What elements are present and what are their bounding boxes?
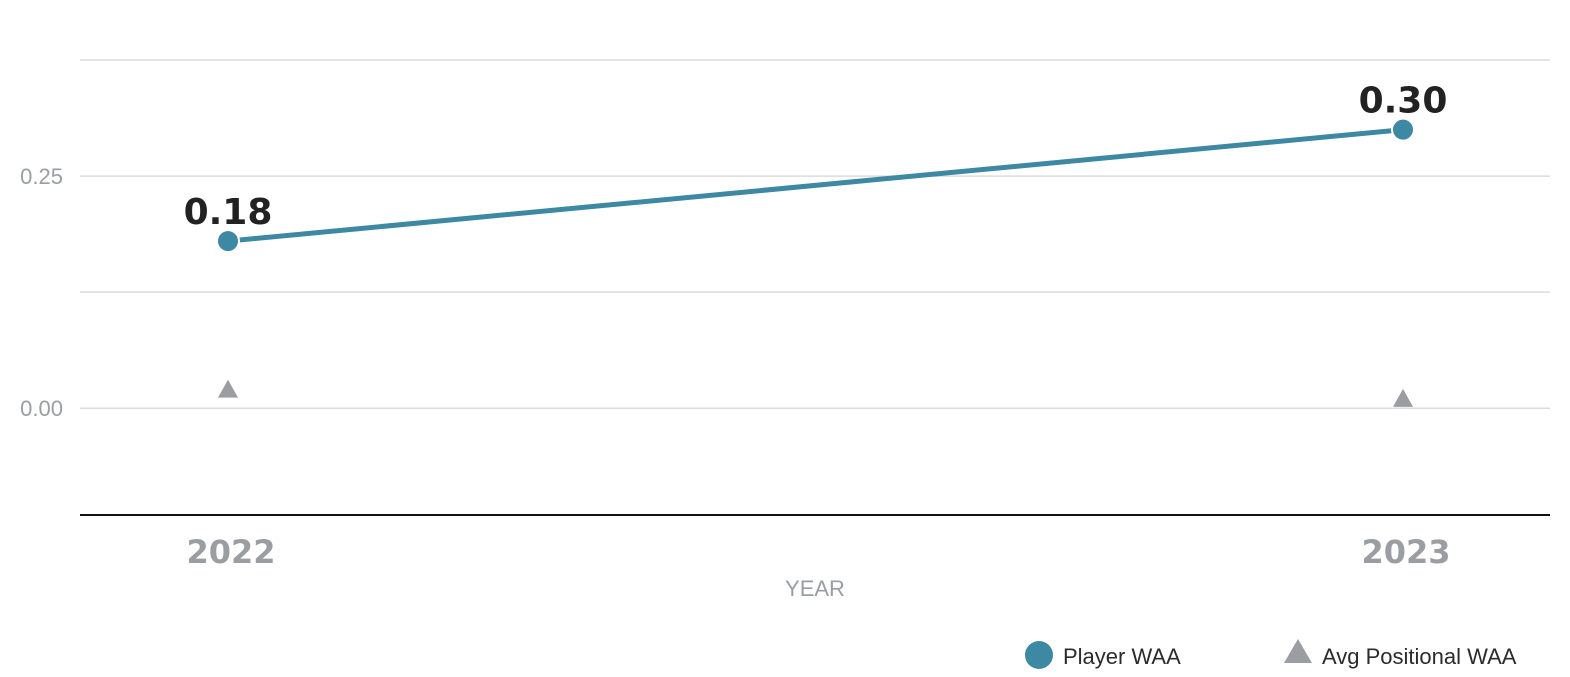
- series-circle: 0.18 0.30: [184, 81, 1448, 254]
- data-point-triangle: [218, 379, 238, 398]
- legend-item: Avg Positional WAA: [1284, 639, 1517, 669]
- data-point-circle: [1391, 117, 1415, 142]
- x-axis-label: YEAR: [785, 576, 845, 601]
- y-axis-ticks: 0.00 0.25: [20, 164, 63, 421]
- legend-label: Avg Positional WAA: [1322, 644, 1517, 669]
- x-tick-label: 2023: [1361, 533, 1450, 571]
- legend-label: Player WAA: [1063, 644, 1181, 669]
- x-tick-label: 2022: [186, 533, 275, 571]
- legend-circle-icon: [1025, 641, 1053, 669]
- x-axis-ticks: 2022 2023: [186, 533, 1450, 571]
- series-triangle: [218, 379, 1413, 407]
- y-tick-label: 0.25: [20, 164, 63, 189]
- series-line: [227, 127, 1404, 244]
- y-tick-label: 0.00: [20, 396, 63, 421]
- legend-item: Player WAA: [1025, 641, 1181, 669]
- gridlines: [80, 59, 1550, 409]
- data-label: 0.30: [1359, 81, 1448, 122]
- data-point-circle: [216, 229, 240, 254]
- data-point-triangle: [1393, 388, 1413, 407]
- data-label: 0.18: [184, 192, 273, 233]
- legend-triangle-icon: [1284, 639, 1312, 663]
- legend: Player WAA Avg Positional WAA: [1025, 639, 1517, 669]
- series: 0.18 0.30: [184, 81, 1448, 407]
